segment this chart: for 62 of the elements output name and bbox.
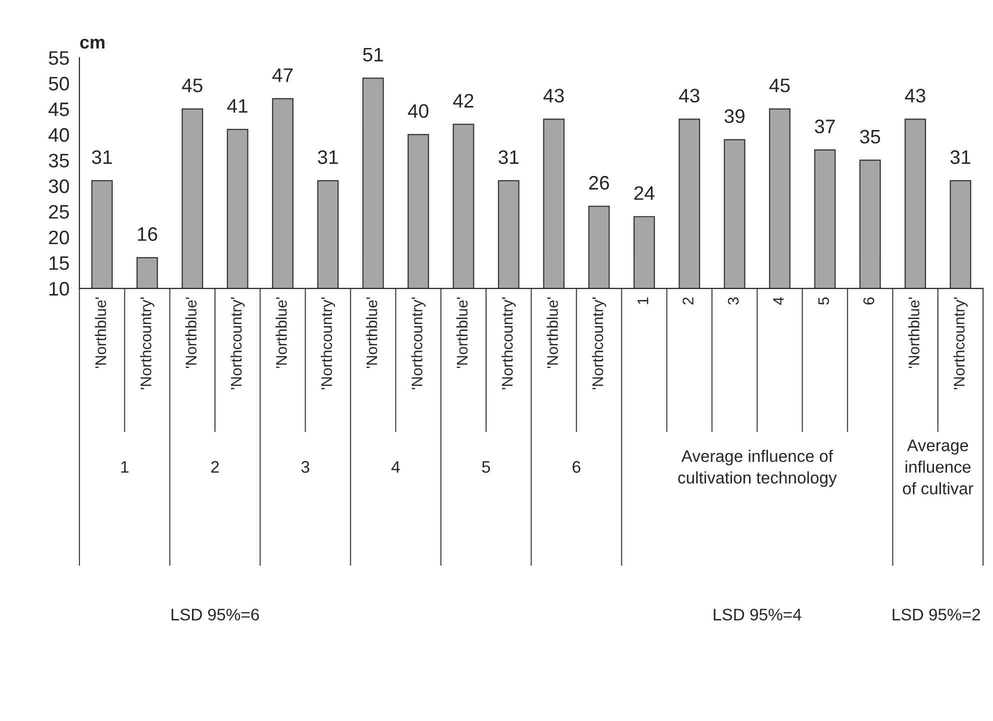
data-label: 35 <box>860 130 880 144</box>
x-tick-label: 'Northblue' <box>185 298 196 368</box>
data-label: 43 <box>543 88 564 103</box>
y-tick-label: 50 <box>48 76 69 91</box>
y-tick-label: 55 <box>48 51 69 65</box>
data-label: 37 <box>814 120 835 134</box>
text: 3 <box>301 461 310 473</box>
x-tick-label: 'Northcountry' <box>502 297 516 390</box>
y-tick-label: 40 <box>48 128 69 142</box>
data-label: 43 <box>679 88 700 103</box>
text: 5 <box>482 461 490 473</box>
y-tick-label: 10 <box>50 282 69 296</box>
text: LSD 95%=4 <box>714 608 802 620</box>
y-tick-label: 45 <box>48 102 69 116</box>
y-tick-label: 20 <box>49 230 69 244</box>
x-tick-label: 'Northblue' <box>276 298 287 368</box>
data-label: 41 <box>227 99 248 113</box>
text: LSD 95%=2 <box>892 608 980 620</box>
data-label: 42 <box>453 94 474 108</box>
x-tick-label: 'Northcountry' <box>592 297 606 390</box>
data-label: 47 <box>272 68 293 82</box>
data-label: 51 <box>363 48 383 62</box>
text: Average influence of cultivation technology <box>678 450 837 487</box>
x-tick-label: 'Northblue' <box>908 298 920 368</box>
x-tick-label: 6 <box>863 297 874 304</box>
data-label: 45 <box>769 78 790 92</box>
x-tick-label: 'Northblue' <box>366 298 378 368</box>
x-tick-label: 5 <box>818 297 830 305</box>
x-tick-label: 'Northcountry' <box>140 297 154 390</box>
data-label: 31 <box>92 150 112 164</box>
x-tick-label: 1 <box>638 297 648 304</box>
x-tick-label: 3 <box>728 297 739 305</box>
x-tick-label: 'Northblue' <box>456 298 468 368</box>
text: 1 <box>121 461 128 473</box>
data-label: 24 <box>634 186 654 200</box>
data-label: 40 <box>408 104 428 118</box>
data-label: 43 <box>904 88 926 103</box>
text: 6 <box>572 461 580 473</box>
data-label: 31 <box>950 150 970 164</box>
data-label: 16 <box>138 227 158 241</box>
x-tick-label: 'Northblue' <box>94 298 106 368</box>
data-label: 31 <box>318 150 338 164</box>
text: 4 <box>391 461 400 473</box>
text: LSD 95%=6 <box>172 608 259 620</box>
text: 2 <box>211 461 219 473</box>
x-tick-label: 'Northblue' <box>546 298 558 368</box>
x-tick-label: 2 <box>682 298 694 304</box>
y-tick-label: 25 <box>49 204 69 219</box>
data-label: 26 <box>589 176 609 190</box>
x-tick-label: 'Northcountry' <box>953 297 968 390</box>
x-tick-label: 'Northcountry' <box>320 297 336 390</box>
x-tick-label: 'Northcountry' <box>411 297 426 390</box>
text: Average influence of cultivar <box>902 440 974 494</box>
y-axis-title: cm <box>80 38 104 49</box>
data-label: 39 <box>724 109 744 124</box>
x-tick-label: 4 <box>773 297 784 305</box>
y-tick-label: 30 <box>48 179 69 194</box>
data-label: 45 <box>182 78 202 92</box>
data-label: 31 <box>498 150 519 164</box>
y-tick-label: 15 <box>50 256 69 270</box>
x-tick-label: 'Northcountry' <box>230 297 245 390</box>
y-tick-label: 35 <box>48 154 69 168</box>
